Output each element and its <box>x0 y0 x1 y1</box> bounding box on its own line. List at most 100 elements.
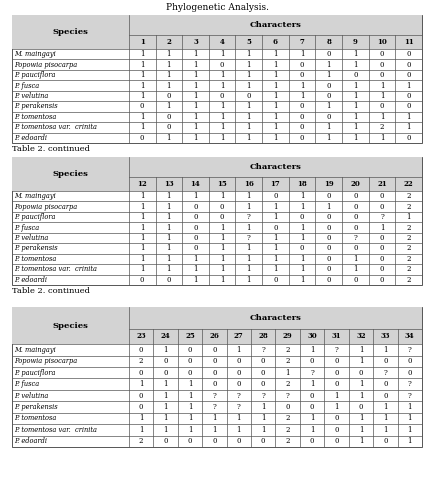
Text: 1: 1 <box>193 102 198 110</box>
Text: 1: 1 <box>237 426 241 434</box>
Text: 1: 1 <box>408 437 412 446</box>
Text: 1: 1 <box>140 50 145 58</box>
Text: Species: Species <box>53 170 89 178</box>
Text: 0: 0 <box>380 102 384 110</box>
Text: P. pauciflora: P. pauciflora <box>14 71 56 79</box>
Text: 8: 8 <box>326 38 331 46</box>
Text: 2: 2 <box>139 437 143 446</box>
Bar <box>398 329 422 344</box>
Text: 1: 1 <box>247 60 251 69</box>
Bar <box>129 15 422 35</box>
Text: P. tomentosa: P. tomentosa <box>14 255 56 263</box>
Text: ?: ? <box>335 346 339 354</box>
Text: 0: 0 <box>300 60 304 69</box>
Text: 0: 0 <box>383 392 388 399</box>
Text: 2: 2 <box>406 192 411 200</box>
Bar <box>251 329 276 344</box>
Text: ?: ? <box>408 346 412 354</box>
Text: 28: 28 <box>258 333 268 341</box>
Text: 1: 1 <box>220 255 224 263</box>
Text: 1: 1 <box>140 60 145 69</box>
Text: 0: 0 <box>273 276 278 284</box>
Text: 1: 1 <box>193 276 198 284</box>
Text: 0: 0 <box>140 134 145 142</box>
Text: 1: 1 <box>167 213 171 221</box>
Text: Species: Species <box>53 322 89 330</box>
Text: 0: 0 <box>326 255 331 263</box>
Text: 1: 1 <box>358 414 363 422</box>
Text: 1: 1 <box>273 255 278 263</box>
Text: 1: 1 <box>380 82 384 90</box>
Text: 7: 7 <box>299 38 305 46</box>
Text: ?: ? <box>247 213 251 221</box>
Text: 1: 1 <box>167 134 171 142</box>
Text: 1: 1 <box>408 414 412 422</box>
Text: 1: 1 <box>140 192 145 200</box>
Bar <box>12 157 422 285</box>
Text: 0: 0 <box>380 245 384 252</box>
Text: 0: 0 <box>380 202 384 210</box>
Text: 2: 2 <box>406 255 411 263</box>
Text: 0: 0 <box>187 369 192 377</box>
Text: 25: 25 <box>185 333 195 341</box>
Text: 0: 0 <box>326 234 331 242</box>
Text: 27: 27 <box>234 333 243 341</box>
Text: 0: 0 <box>380 276 384 284</box>
Text: 0: 0 <box>353 224 358 232</box>
Text: 1: 1 <box>310 426 314 434</box>
Text: 1: 1 <box>193 255 198 263</box>
Text: P. pauciflora: P. pauciflora <box>14 369 56 377</box>
Text: 1: 1 <box>167 60 171 69</box>
Text: 1: 1 <box>310 346 314 354</box>
Text: 1: 1 <box>261 414 266 422</box>
Text: 1: 1 <box>247 265 251 273</box>
Text: 0: 0 <box>193 202 198 210</box>
Bar <box>12 15 129 49</box>
Text: 1: 1 <box>220 192 224 200</box>
Text: 1: 1 <box>167 245 171 252</box>
Bar <box>276 329 300 344</box>
Text: ?: ? <box>353 234 357 242</box>
Text: 1: 1 <box>353 92 358 100</box>
Text: 1: 1 <box>358 380 363 388</box>
Text: 33: 33 <box>381 333 390 341</box>
Text: Table 2. continued: Table 2. continued <box>12 287 90 295</box>
Text: 13: 13 <box>164 180 174 188</box>
Text: 1: 1 <box>273 60 278 69</box>
Text: 1: 1 <box>273 113 278 121</box>
Bar <box>129 177 155 191</box>
Text: 1: 1 <box>380 92 384 100</box>
Text: 1: 1 <box>193 265 198 273</box>
Text: 11: 11 <box>404 38 414 46</box>
Text: 5: 5 <box>247 38 251 46</box>
Text: 0: 0 <box>358 403 363 411</box>
Text: 0: 0 <box>380 50 384 58</box>
Text: M. maingayi: M. maingayi <box>14 346 56 354</box>
Text: 1: 1 <box>286 369 290 377</box>
Text: 1: 1 <box>247 276 251 284</box>
Text: 1: 1 <box>163 380 168 388</box>
Text: 24: 24 <box>161 333 171 341</box>
Text: 1: 1 <box>163 403 168 411</box>
Bar <box>12 157 129 191</box>
Text: 0: 0 <box>353 276 358 284</box>
Text: 1: 1 <box>406 82 411 90</box>
Text: 1: 1 <box>140 123 145 131</box>
Text: 1: 1 <box>353 134 358 142</box>
Text: 1: 1 <box>167 50 171 58</box>
Text: 1: 1 <box>380 224 384 232</box>
Text: 0: 0 <box>237 357 241 365</box>
Bar <box>182 35 209 49</box>
Text: ?: ? <box>237 392 241 399</box>
Text: 0: 0 <box>383 380 388 388</box>
Bar <box>155 177 182 191</box>
Text: 0: 0 <box>212 380 217 388</box>
Bar <box>300 329 324 344</box>
Bar <box>227 329 251 344</box>
Text: ?: ? <box>310 369 314 377</box>
Text: 1: 1 <box>220 265 224 273</box>
Text: 1: 1 <box>406 213 411 221</box>
Bar <box>342 35 369 49</box>
Bar <box>209 177 236 191</box>
Text: 1: 1 <box>273 213 278 221</box>
